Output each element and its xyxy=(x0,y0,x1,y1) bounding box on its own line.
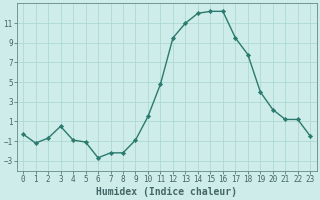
X-axis label: Humidex (Indice chaleur): Humidex (Indice chaleur) xyxy=(96,186,237,197)
